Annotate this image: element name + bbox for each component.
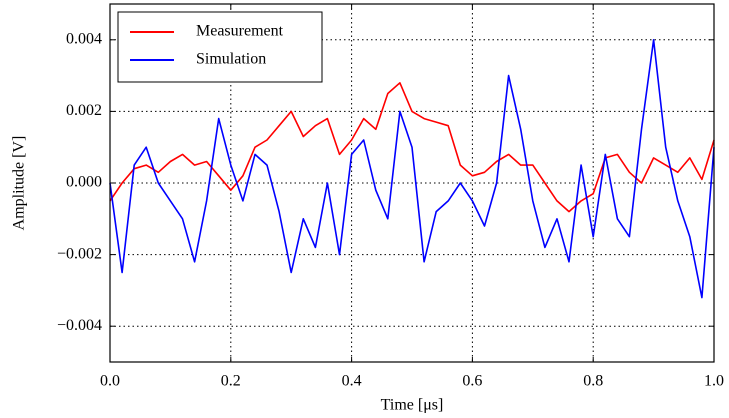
x-tick-label: 1.0 xyxy=(704,373,724,390)
plot-frame xyxy=(109,3,715,363)
legend: Measurement Simulation xyxy=(117,11,323,83)
data-line xyxy=(109,39,715,299)
legend-box xyxy=(117,11,323,83)
y-tick-label: 0.002 xyxy=(66,102,102,119)
y-tick-label: 0.000 xyxy=(66,174,102,191)
x-tick-label: 0.4 xyxy=(342,373,362,390)
y-tick-label: −0.004 xyxy=(57,317,102,334)
y-axis-label: Amplitude [V] xyxy=(11,136,28,231)
x-tick-label: 0.0 xyxy=(100,373,120,390)
data-line xyxy=(109,82,715,213)
x-tick-label: 0.8 xyxy=(583,373,603,390)
x-tick-label: 0.6 xyxy=(462,373,482,390)
legend-label: Simulation xyxy=(196,51,266,68)
legend-label: Measurement xyxy=(196,23,284,40)
y-tick-label: −0.002 xyxy=(57,245,102,262)
y-tick-label: 0.004 xyxy=(66,30,102,47)
x-tick-label: 0.2 xyxy=(221,373,241,390)
x-axis-label: Time [μs] xyxy=(381,397,444,414)
